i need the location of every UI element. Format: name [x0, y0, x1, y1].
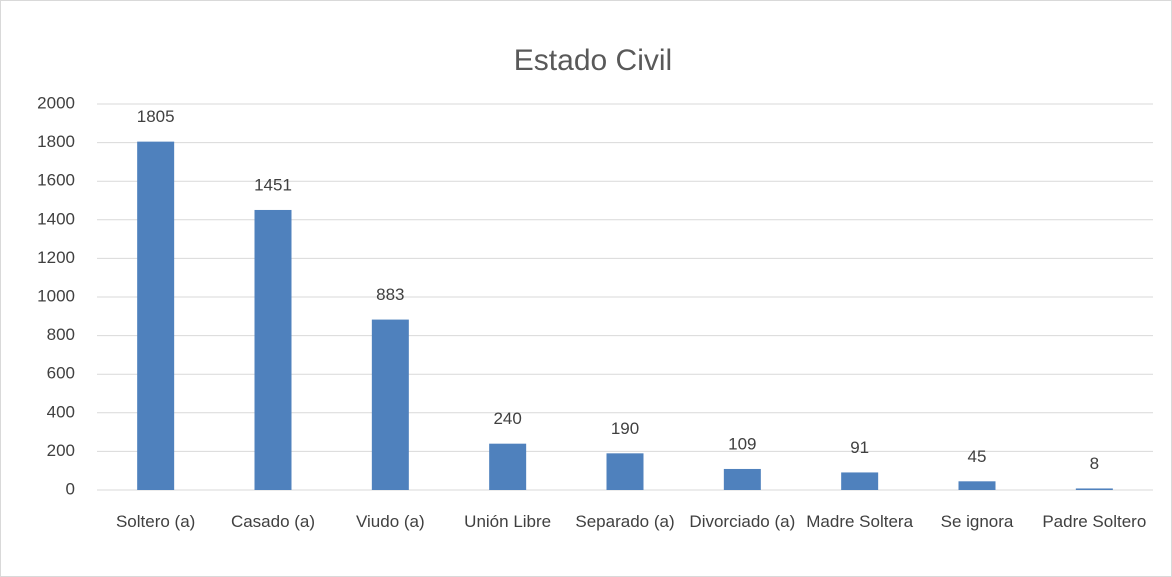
data-label: 45 — [968, 447, 987, 466]
bar — [137, 141, 175, 490]
data-label: 240 — [493, 409, 521, 428]
x-tick-label: Se ignora — [940, 512, 1014, 531]
chart-title: Estado Civil — [514, 44, 672, 77]
bar — [254, 209, 292, 490]
y-tick-label: 0 — [66, 479, 75, 498]
bar — [723, 468, 761, 490]
x-tick-label: Casado (a) — [230, 512, 316, 531]
x-tick-label: Unión Libre — [464, 512, 552, 531]
y-tick-label: 2000 — [37, 93, 75, 112]
data-label: 883 — [376, 285, 404, 304]
y-tick-label: 200 — [47, 441, 75, 460]
x-tick-label: Madre Soltera — [806, 512, 914, 531]
x-tick-label: Viudo (a) — [355, 512, 425, 531]
x-tick-label: Padre Soltero — [1042, 512, 1147, 531]
y-tick-label: 800 — [47, 325, 75, 344]
y-tick-label: 1200 — [37, 248, 75, 267]
y-tick-label: 1600 — [37, 171, 75, 190]
data-label: 190 — [611, 419, 639, 438]
y-tick-label: 600 — [47, 364, 75, 383]
y-tick-label: 400 — [47, 402, 75, 421]
data-label: 91 — [850, 438, 869, 457]
x-tick-label: Separado (a) — [575, 512, 675, 531]
data-label: 8 — [1090, 454, 1099, 473]
x-tick-label: Divorciado (a) — [689, 512, 796, 531]
bar — [489, 443, 527, 490]
y-tick-label: 1400 — [37, 209, 75, 228]
x-tick-label: Soltero (a) — [115, 512, 196, 531]
bar — [841, 472, 879, 490]
bar — [1075, 488, 1113, 490]
bar — [958, 481, 996, 490]
data-label: 109 — [728, 434, 756, 453]
y-tick-label: 1800 — [37, 132, 75, 151]
y-tick-label: 1000 — [37, 286, 75, 305]
bar — [606, 453, 644, 490]
data-label: 1805 — [137, 107, 175, 126]
bar — [371, 319, 409, 490]
data-label: 1451 — [254, 175, 292, 194]
